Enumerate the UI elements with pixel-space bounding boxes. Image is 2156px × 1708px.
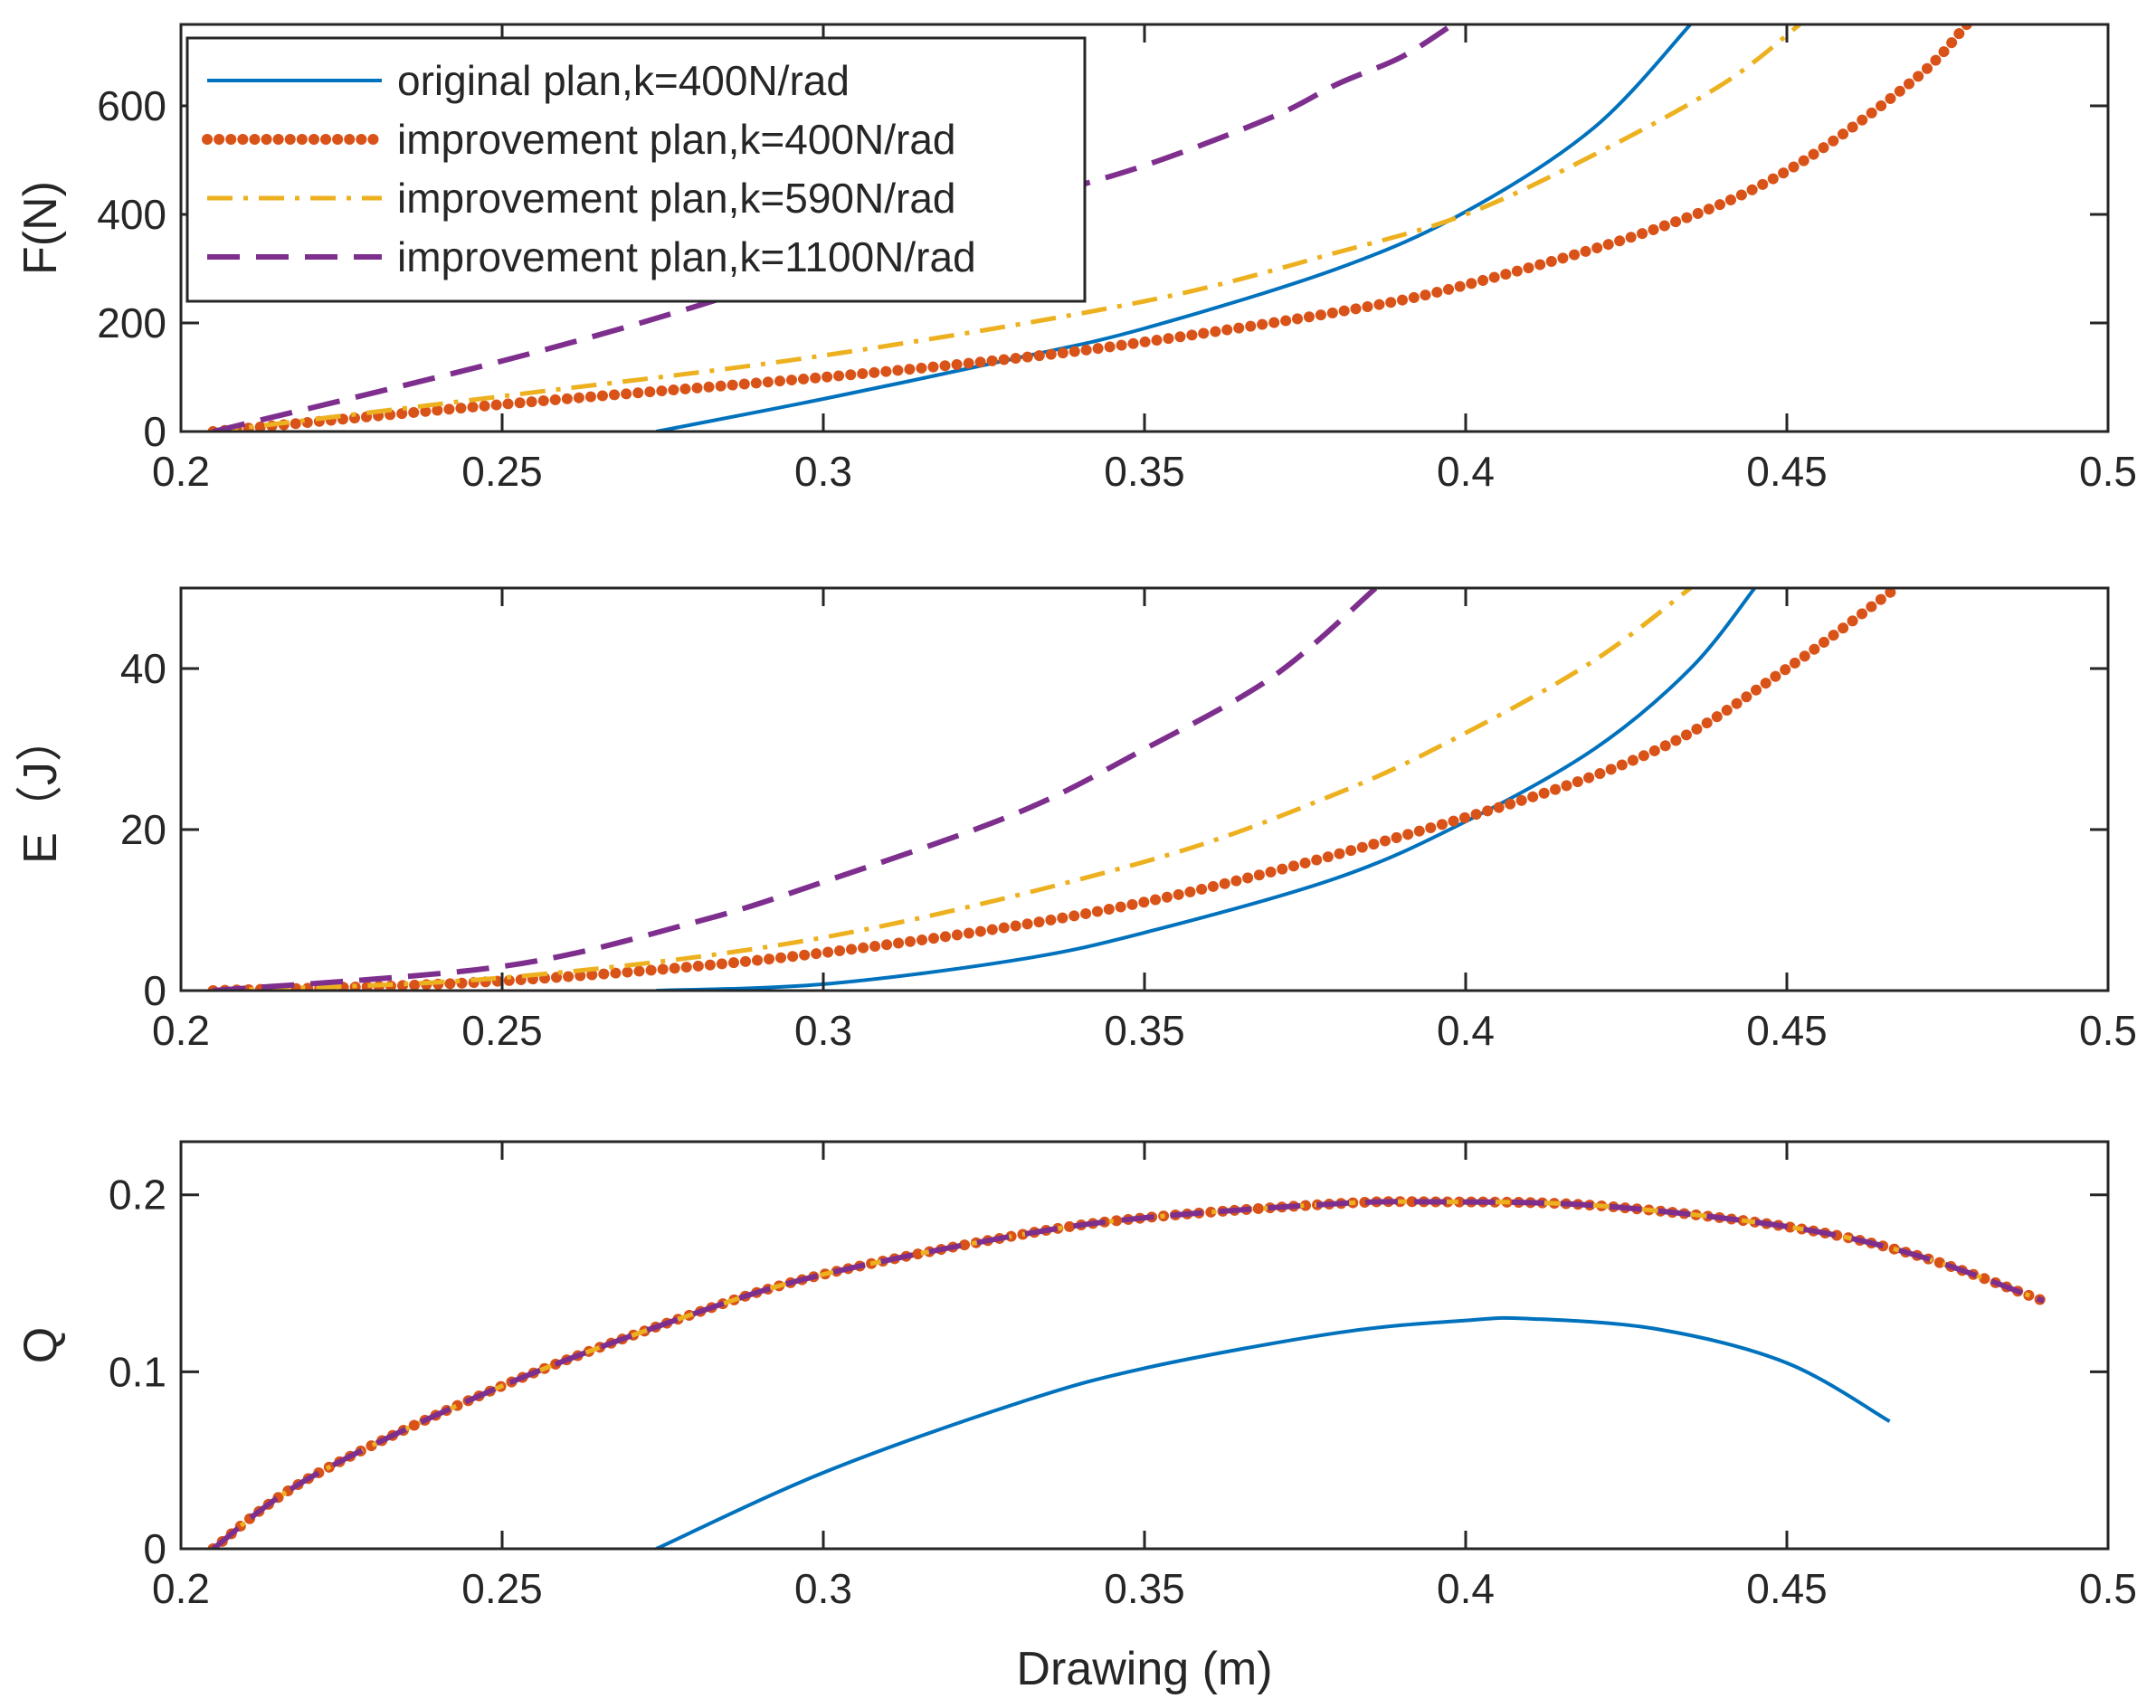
y-tick-label: 400	[97, 191, 166, 238]
series-line-original-plan-k-400n-rad	[656, 588, 1757, 991]
x-tick-label: 0.5	[2079, 1565, 2137, 1612]
plot-area	[181, 1142, 2108, 1549]
x-tick-label: 0.25	[461, 1565, 543, 1612]
x-tick-label: 0.2	[152, 448, 210, 495]
legend: original plan,k=400N/rad improvement plan…	[185, 36, 1087, 303]
x-axis-title: Drawing (m)	[1016, 1643, 1272, 1695]
x-tick-label: 0.3	[794, 1565, 852, 1612]
series-group	[207, 1196, 2049, 1549]
series-line-improvement-plan-k-400n-rad	[207, 24, 1972, 432]
x-tick-label: 0.35	[1104, 448, 1185, 495]
y-tick-label: 0	[143, 408, 166, 455]
series-line-improvement-plan-k-1100n-rad	[211, 1199, 2046, 1549]
x-tick-label: 0.2	[152, 1007, 210, 1054]
x-tick-label: 0.45	[1746, 1007, 1828, 1054]
subplots-layer: 0.2 0.25 0.3 0.35 0.4 0.45 0.50200400600F(N)0.…	[14, 23, 2137, 1612]
y-tick-label: 0	[143, 1525, 166, 1572]
legend-entry-label: improvement plan,k=1100N/rad	[397, 233, 976, 280]
subplot-3: 0.2 0.25 0.3 0.35 0.4 0.45 0.5 0 0.1 0.2 Q	[14, 1140, 2137, 1612]
x-tick-label: 0.3	[794, 448, 852, 495]
y-tick-label: 200	[97, 299, 166, 346]
legend-entry-label: improvement plan,k=590N/rad	[397, 175, 956, 222]
x-tick-label: 0.4	[1437, 1007, 1495, 1054]
y-tick-label: 40	[120, 645, 166, 692]
y-axis-title: Q	[14, 1327, 67, 1363]
y-tick-label: 0	[143, 967, 166, 1014]
legend-entry-label: original plan,k=400N/rad	[397, 57, 850, 104]
x-tick-label: 0.45	[1746, 1565, 1828, 1612]
series-group	[207, 588, 1902, 991]
plot-area	[181, 588, 2108, 991]
x-tick-label: 0.25	[461, 1007, 543, 1054]
y-tick-label: 0.1	[109, 1348, 166, 1395]
y-tick-label: 600	[97, 82, 166, 129]
x-tick-label: 0.5	[2079, 1007, 2137, 1054]
y-axis-title: F(N)	[14, 181, 67, 275]
y-tick-label: 20	[120, 806, 166, 853]
y-tick-label: 0.2	[109, 1172, 166, 1219]
x-tick-label: 0.35	[1104, 1565, 1185, 1612]
series-line-improvement-plan-k-590n-rad	[213, 24, 1801, 432]
series-line-original-plan-k-400n-rad	[656, 24, 1692, 432]
x-tick-label: 0.2	[152, 1565, 210, 1612]
x-tick-label: 0.25	[461, 448, 543, 495]
x-tick-label: 0.5	[2079, 448, 2137, 495]
series-line-improvement-plan-k-400n-rad	[207, 588, 1902, 991]
series-line-improvement-plan-k-590n-rad	[213, 588, 1693, 991]
x-tick-label: 0.35	[1104, 1007, 1185, 1054]
legend-entry-label: improvement plan,k=400N/rad	[397, 116, 956, 163]
y-axis-title: E（J）	[14, 715, 67, 864]
x-tick-label: 0.4	[1437, 448, 1495, 495]
series-line-improvement-plan-k-1100n-rad	[213, 588, 1378, 991]
x-tick-label: 0.3	[794, 1007, 852, 1054]
series-line-original-plan-k-400n-rad	[655, 1315, 1891, 1549]
subplot-2: 0.2 0.25 0.3 0.35 0.4 0.45 0.5 0 20 40 E（J）	[14, 586, 2137, 1054]
x-tick-label: 0.4	[1437, 1565, 1495, 1612]
x-tick-label: 0.45	[1746, 448, 1828, 495]
